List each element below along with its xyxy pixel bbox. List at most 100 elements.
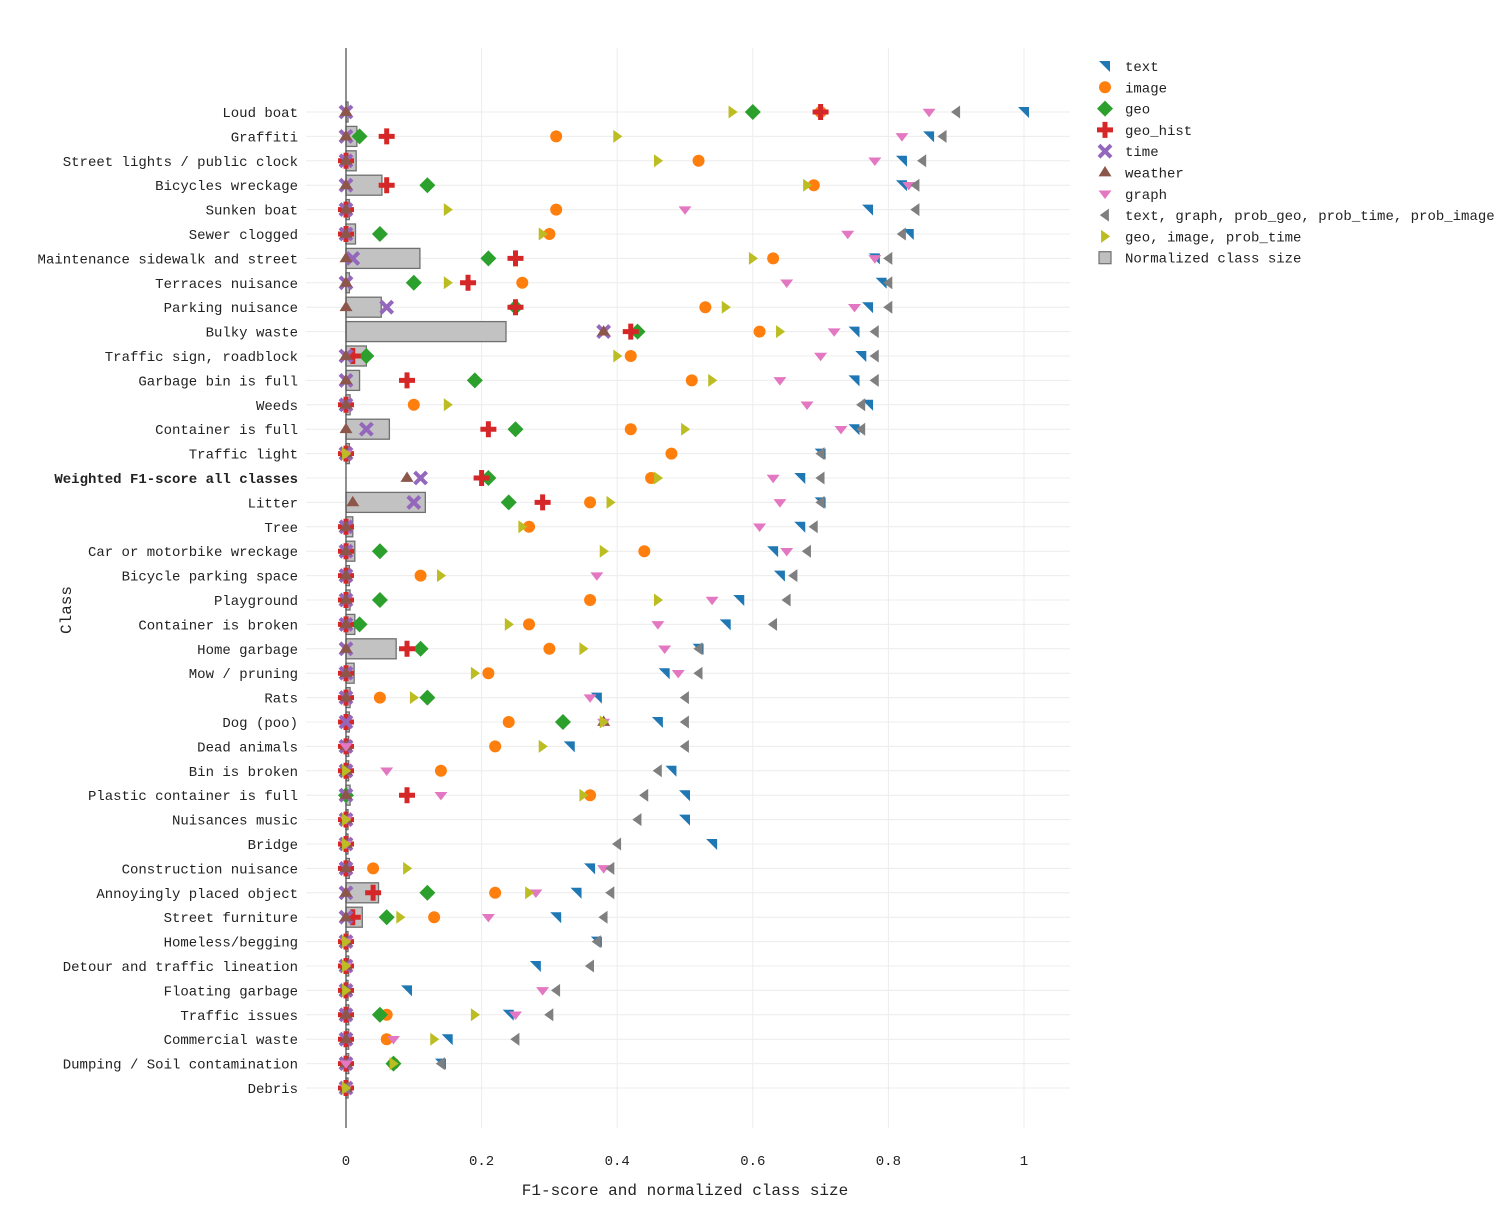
point-geo-hist xyxy=(812,104,829,120)
point-geo-hist xyxy=(480,421,497,438)
point-text xyxy=(733,595,745,606)
point-image xyxy=(414,569,427,582)
class-label: Parking nuisance xyxy=(164,301,298,317)
point-geo-image-prob-time xyxy=(579,642,589,656)
grid-layer xyxy=(306,48,1070,1128)
point-geo-image-prob-time xyxy=(342,837,352,851)
point-text xyxy=(767,546,779,558)
point-weather xyxy=(339,593,353,604)
class-label: Bicycle parking space xyxy=(122,570,298,586)
class-label: Bridge xyxy=(248,838,298,854)
point-graph xyxy=(583,694,597,703)
point-weather xyxy=(339,227,353,238)
point-geo-image-prob-time xyxy=(538,739,548,753)
point-text-graph-prob-geo-prob-time-prob-image xyxy=(679,691,689,705)
point-weather xyxy=(339,300,353,312)
legend-label-text-graph-prob-geo-prob-time-prob-image: text, graph, prob_geo, prob_time, prob_i… xyxy=(1125,209,1495,225)
point-graph xyxy=(651,621,665,630)
point-weather xyxy=(339,105,353,116)
point-geo-image-prob-time xyxy=(443,276,453,290)
point-geo-image-prob-time xyxy=(525,886,535,900)
point-geo-image-prob-time xyxy=(606,495,616,509)
point-geo-image-prob-time xyxy=(803,178,813,192)
class-label: Street lights / public clock xyxy=(63,155,298,171)
class-label: Bin is broken xyxy=(189,765,298,781)
class-label: Plastic container is full xyxy=(88,789,298,805)
point-geo-image-prob-time xyxy=(776,325,786,339)
point-graph xyxy=(780,547,794,557)
point-image xyxy=(767,252,780,265)
point-graph xyxy=(834,425,848,435)
x-axis-title: F1-score and normalized class size xyxy=(522,1182,848,1200)
legend-marker-geo xyxy=(1097,100,1113,117)
point-text xyxy=(563,741,575,753)
point-geo xyxy=(507,421,524,438)
class-size-bar xyxy=(345,174,383,196)
legend-label-weather: weather xyxy=(1125,167,1184,183)
class-label: Traffic sign, roadblock xyxy=(105,350,298,366)
point-geo xyxy=(419,689,436,706)
class-label: Mow / pruning xyxy=(189,667,298,683)
class-label: Dead animals xyxy=(197,740,298,756)
point-image xyxy=(685,374,698,387)
point-text xyxy=(773,570,785,582)
legend-label-normalized-class-size: Normalized class size xyxy=(1125,252,1301,268)
point-geo xyxy=(351,616,368,633)
point-geo-image-prob-time xyxy=(342,447,352,461)
point-text xyxy=(441,1034,453,1046)
point-text xyxy=(706,839,718,850)
point-graph xyxy=(848,303,861,313)
point-graph xyxy=(868,255,882,264)
legend-marker-geo-image-prob-time xyxy=(1101,229,1111,243)
point-graph xyxy=(922,108,936,118)
class-label: Dumping / Soil contamination xyxy=(63,1058,298,1074)
point-geo-hist xyxy=(378,128,395,145)
point-geo-image-prob-time xyxy=(443,203,453,217)
point-image xyxy=(638,545,651,558)
class-label: Traffic issues xyxy=(180,1009,298,1025)
point-image xyxy=(523,520,536,533)
point-graph xyxy=(339,743,353,752)
class-label: Floating garbage xyxy=(164,984,298,1000)
point-geo-image-prob-time xyxy=(721,300,731,314)
class-label: Maintenance sidewalk and street xyxy=(38,252,298,268)
point-geo-hist xyxy=(534,494,551,511)
point-weather xyxy=(339,154,353,165)
class-label: Car or motorbike wreckage xyxy=(88,545,298,561)
point-text xyxy=(1018,107,1029,118)
point-image xyxy=(516,276,529,289)
axis-layer: 0 0.2 0.4 0.6 0.8 1 xyxy=(342,48,1028,1170)
point-text xyxy=(570,887,582,899)
class-label: Traffic light xyxy=(189,448,298,464)
point-graph xyxy=(671,669,685,679)
point-text xyxy=(862,204,874,216)
point-geo-hist xyxy=(507,299,524,316)
point-text-graph-prob-geo-prob-time-prob-image xyxy=(896,227,906,241)
point-text-graph-prob-geo-prob-time-prob-image xyxy=(693,666,703,680)
point-graph xyxy=(841,230,855,240)
point-geo xyxy=(554,714,571,730)
point-time xyxy=(345,250,361,266)
legend-marker-normalized-class-size xyxy=(1098,251,1112,265)
point-geo-hist xyxy=(473,470,490,486)
point-weather xyxy=(339,178,353,190)
point-text xyxy=(665,765,677,777)
point-weather xyxy=(400,471,414,482)
class-label: Detour and traffic lineation xyxy=(63,960,298,976)
point-geo-image-prob-time xyxy=(599,544,609,558)
point-geo-image-prob-time xyxy=(538,227,548,241)
point-geo-image-prob-time xyxy=(403,861,413,875)
x-tick-label: 0.4 xyxy=(605,1154,630,1170)
point-graph xyxy=(339,1060,353,1069)
point-text-graph-prob-geo-prob-time-prob-image xyxy=(808,520,818,534)
point-text xyxy=(529,961,541,972)
point-text xyxy=(584,863,596,875)
class-label: Terraces nuisance xyxy=(155,277,298,293)
y-axis-title: Class xyxy=(58,586,76,634)
point-text xyxy=(719,619,731,631)
point-graph xyxy=(434,791,448,801)
point-text-graph-prob-geo-prob-time-prob-image xyxy=(767,617,778,631)
point-geo-image-prob-time xyxy=(342,1081,352,1095)
point-geo-image-prob-time xyxy=(409,691,419,705)
